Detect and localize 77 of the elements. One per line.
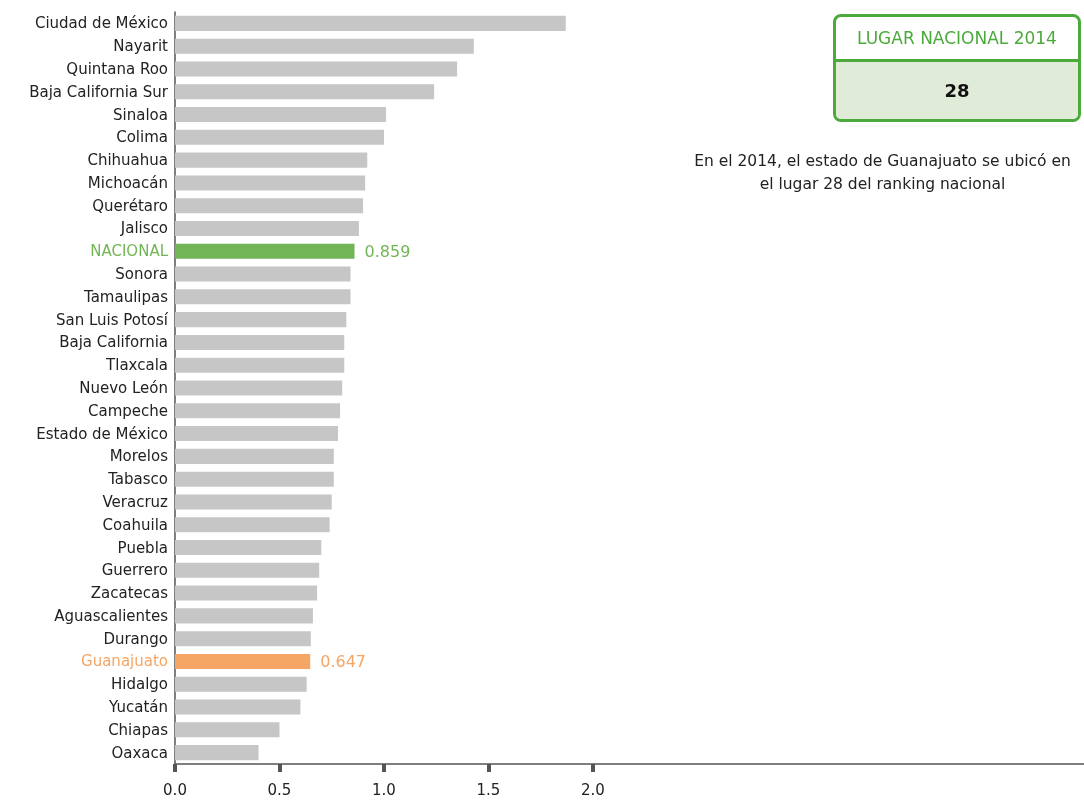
bar [175, 540, 322, 556]
y-tick-label: Morelos [109, 447, 169, 466]
x-tick-label: 2.0 [581, 780, 605, 799]
y-tick-label: Aguascalientes [54, 606, 169, 625]
y-tick-label: Colima [116, 128, 168, 147]
y-tick-label: NACIONAL [90, 242, 169, 261]
y-tick-label: Oaxaca [111, 743, 168, 762]
bar [175, 266, 351, 282]
annotation: LUGAR NACIONAL 2014 [836, 17, 1078, 62]
y-tick-label: Michoacán [87, 173, 168, 192]
y-tick-label: Sonora [115, 265, 168, 284]
x-tick-label: 1.5 [476, 780, 501, 799]
annotation: 28 [836, 62, 1078, 119]
y-tick-label: Estado de México [36, 424, 168, 443]
bar [175, 699, 301, 715]
bar [175, 380, 343, 396]
bar [175, 334, 345, 350]
y-tick-label: Tamaulipas [82, 287, 169, 306]
x-tick-label: 1.0 [372, 780, 396, 799]
bar [175, 403, 341, 419]
y-tick-label: Coahuila [102, 515, 168, 534]
bar [175, 61, 458, 77]
bar [175, 107, 387, 123]
y-tick-label: Chiapas [108, 720, 169, 739]
y-tick-label: Chihuahua [87, 151, 168, 170]
y-tick-label: Baja California [59, 333, 168, 352]
y-tick-label: Durango [103, 629, 168, 648]
y-tick-label: Baja California Sur [29, 82, 169, 101]
bar [175, 676, 307, 692]
annotation: En el 2014, el estado de Guanajuato se ubicó en el lugar 28 del ranking nacional [693, 151, 1072, 195]
x-tick-label: 0.0 [163, 780, 187, 799]
y-tick-label: Sinaloa [113, 105, 168, 124]
x-tick-label: 0.5 [267, 780, 292, 799]
y-tick-label: Puebla [117, 538, 168, 557]
bar [175, 722, 280, 738]
y-tick-label: Guanajuato [81, 652, 168, 671]
y-tick-label: San Luis Potosí [55, 310, 169, 329]
y-tick-label: Jalisco [119, 219, 168, 238]
y-tick-label: Hidalgo [110, 675, 168, 694]
bar [175, 152, 368, 168]
y-tick-label: Zacatecas [90, 584, 169, 603]
bar [175, 448, 334, 464]
bar [175, 198, 364, 214]
bar [175, 608, 313, 624]
y-tick-label: Tabasco [107, 470, 168, 489]
bar [175, 562, 320, 578]
y-tick-label: Ciudad de México [34, 14, 168, 33]
bar [175, 175, 366, 191]
bar [175, 471, 334, 487]
bar [175, 631, 311, 647]
bar [175, 494, 332, 510]
bar [175, 289, 351, 305]
bar [175, 745, 259, 761]
bar [175, 517, 330, 533]
y-tick-label: Nuevo León [79, 379, 168, 397]
y-tick-label: Guerrero [101, 561, 168, 580]
y-tick-label: Tlaxcala [105, 356, 168, 375]
y-tick-label: Campeche [87, 401, 168, 420]
bar [175, 15, 566, 31]
bar [175, 357, 345, 373]
bar [175, 243, 355, 259]
y-tick-label: Nayarit [113, 37, 169, 56]
data-label: 0.859 [364, 241, 411, 261]
y-tick-label: Quintana Roo [66, 59, 168, 78]
bar [175, 84, 435, 100]
data-label: 0.647 [320, 651, 367, 671]
bar [175, 653, 311, 669]
y-tick-label: Yucatán [108, 698, 168, 717]
y-tick-label: Veracruz [102, 492, 169, 511]
bar [175, 426, 338, 442]
bar [175, 312, 347, 328]
bar [175, 129, 384, 145]
bar [175, 220, 359, 236]
bar [175, 38, 474, 54]
bar [175, 585, 318, 601]
y-tick-label: Querétaro [92, 196, 168, 215]
info-card: LUGAR NACIONAL 2014 28 [833, 14, 1081, 122]
